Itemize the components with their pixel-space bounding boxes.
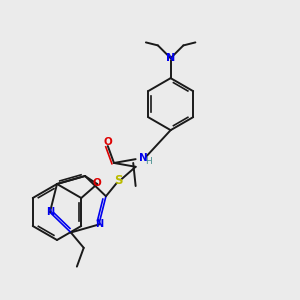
Text: N: N — [95, 220, 103, 230]
Text: N: N — [166, 53, 175, 63]
Text: N: N — [139, 153, 147, 163]
Text: H: H — [145, 157, 152, 166]
Text: O: O — [93, 178, 102, 188]
Text: O: O — [103, 137, 112, 147]
Text: N: N — [46, 207, 54, 217]
Text: S: S — [115, 174, 123, 188]
